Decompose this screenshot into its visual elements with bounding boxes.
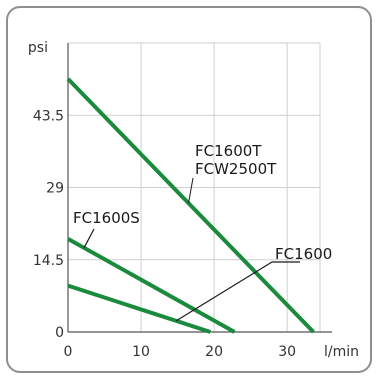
x-ticks: 0 10 20 30 xyxy=(64,344,297,360)
leader-line xyxy=(188,177,194,204)
series-line xyxy=(67,237,236,334)
x-tick-label: 0 xyxy=(64,344,73,360)
label-fc1600: FC1600 xyxy=(275,245,332,263)
y-tick-label: 43.5 xyxy=(33,108,64,124)
label-fc1600t: FC1600T xyxy=(195,142,262,160)
series-line xyxy=(67,283,212,334)
label-leaders xyxy=(83,177,300,322)
y-tick-label: 0 xyxy=(55,325,64,341)
x-tick-label: 10 xyxy=(132,344,150,360)
y-ticks: 0 14.5 29 43.5 xyxy=(33,108,64,341)
series-lines xyxy=(66,77,315,334)
series-line xyxy=(66,77,315,334)
leader-line xyxy=(83,228,95,249)
x-tick-label: 30 xyxy=(278,344,296,360)
chart-card xyxy=(6,6,372,373)
x-tick-label: 20 xyxy=(205,344,223,360)
grid xyxy=(67,42,332,333)
y-tick-label: 29 xyxy=(46,181,64,197)
x-axis-label: l/min xyxy=(324,344,359,360)
label-fc1600s: FC1600S xyxy=(73,209,140,227)
y-tick-label: 14.5 xyxy=(33,253,64,269)
leader-line xyxy=(175,261,300,322)
y-axis-label: psi xyxy=(28,40,48,56)
label-fcw2500t: FCW2500T xyxy=(195,160,277,178)
